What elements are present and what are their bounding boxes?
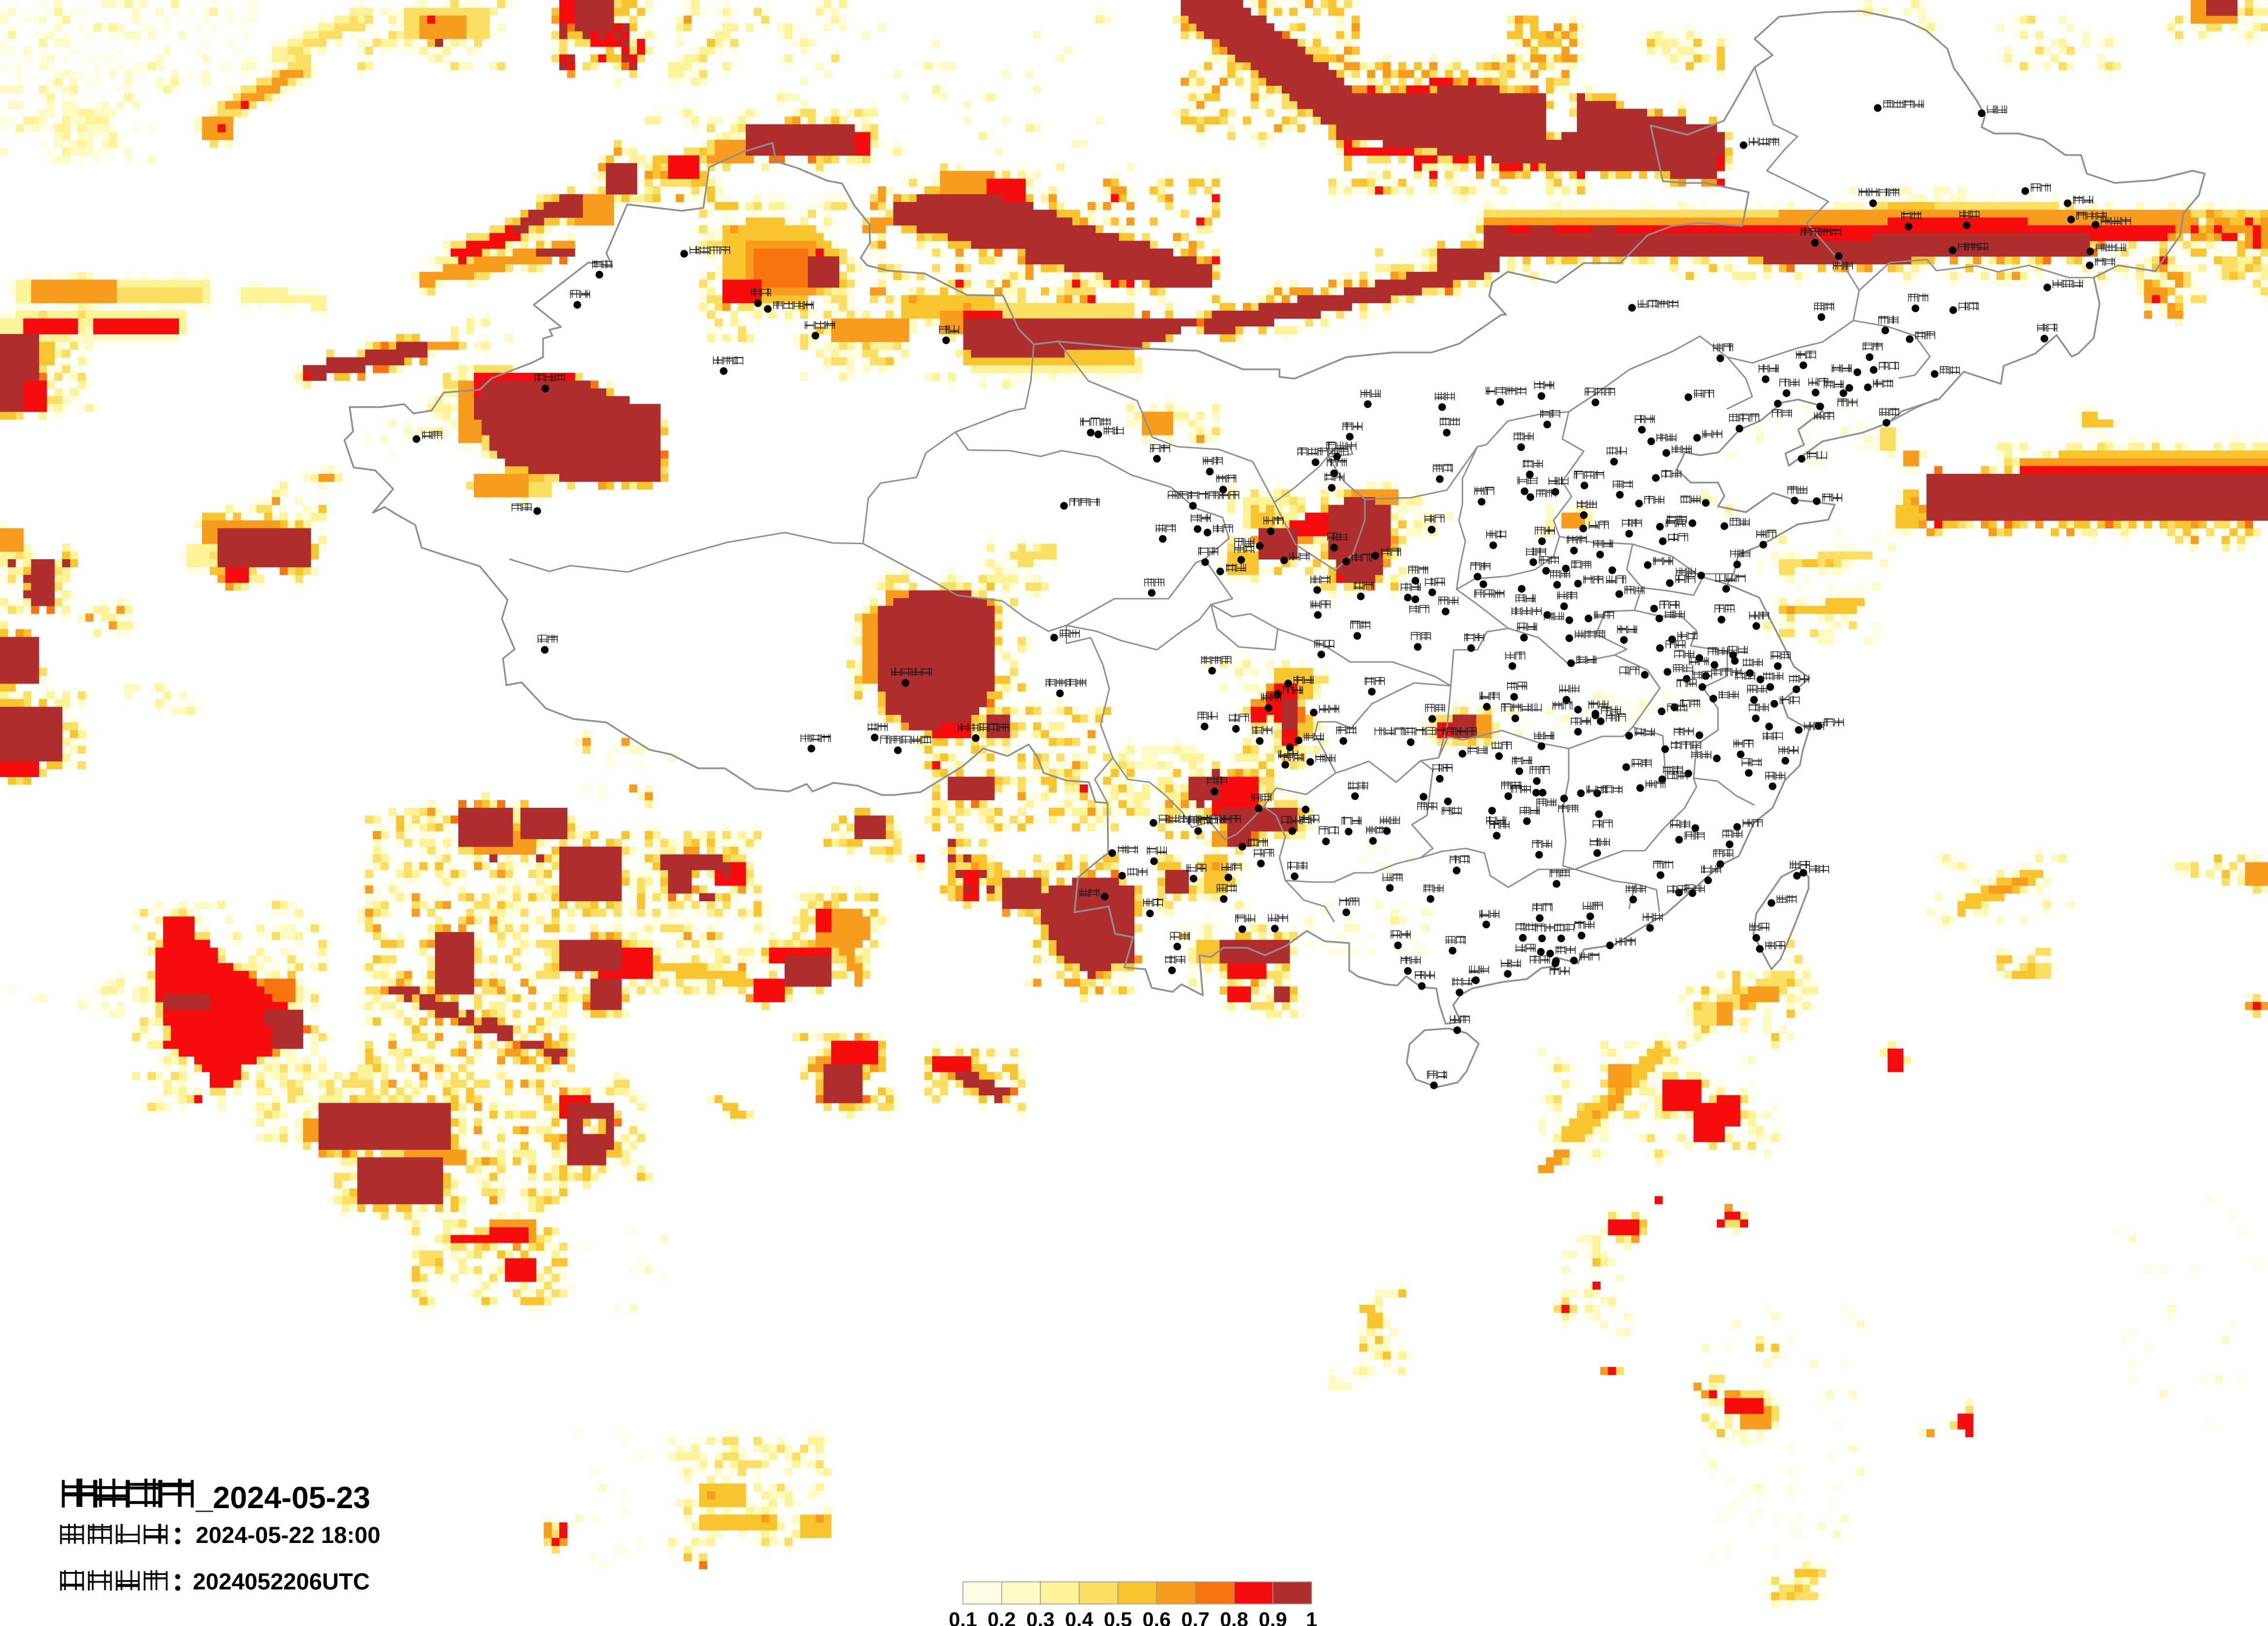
svg-text:0.2: 0.2	[987, 1609, 1016, 1626]
svg-text:2024-05-22 18:00: 2024-05-22 18:00	[196, 1523, 380, 1548]
svg-text:0.3: 0.3	[1026, 1609, 1055, 1626]
svg-text:2024052206UTC: 2024052206UTC	[193, 1569, 370, 1595]
svg-text:1: 1	[1306, 1609, 1317, 1626]
svg-text:0.4: 0.4	[1065, 1609, 1094, 1626]
svg-text:0.7: 0.7	[1181, 1609, 1210, 1626]
svg-text:_2024-05-23: _2024-05-23	[195, 1481, 371, 1515]
svg-text:0.1: 0.1	[949, 1609, 977, 1626]
svg-text:0.8: 0.8	[1220, 1609, 1249, 1626]
svg-text:0.9: 0.9	[1259, 1609, 1287, 1626]
svg-text:0.5: 0.5	[1104, 1609, 1132, 1626]
svg-text:0.6: 0.6	[1142, 1609, 1171, 1626]
